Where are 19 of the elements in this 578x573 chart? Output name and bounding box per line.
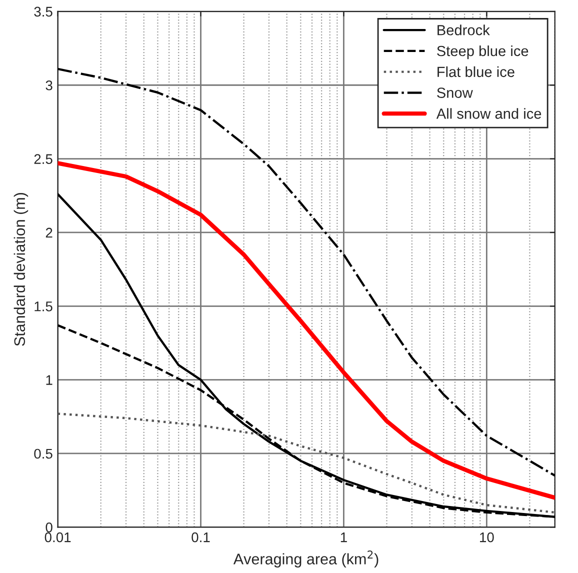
y-tick-label: 0 xyxy=(46,522,52,532)
y-tick-label: 0.5 xyxy=(34,448,52,459)
y-tick-label: 1.5 xyxy=(34,302,52,312)
x-tick-label: 10 xyxy=(480,532,494,542)
x-tick-label: 1 xyxy=(340,532,347,542)
legend-label: Snow xyxy=(437,88,473,98)
x-axis-title: Averaging area (km$^{2}$) xyxy=(233,550,378,568)
x-tick-label: 0.1 xyxy=(192,532,210,542)
x-tick-label: 0.01 xyxy=(44,532,71,542)
y-tick-label: 1 xyxy=(46,375,52,385)
legend-label: Steep blue ice xyxy=(437,45,528,60)
y-tick-label: 3 xyxy=(46,80,52,90)
y-tick-label: 2.5 xyxy=(34,154,52,164)
y-axis-title: Standard deviation (m) xyxy=(14,192,28,346)
legend-label: Bedrock xyxy=(438,24,490,36)
legend-label: Flat blue ice xyxy=(438,66,514,78)
y-tick-label: 3.5 xyxy=(34,6,52,17)
legend-label: All snow and ice xyxy=(436,108,542,119)
y-tick-label: 2 xyxy=(46,228,52,238)
